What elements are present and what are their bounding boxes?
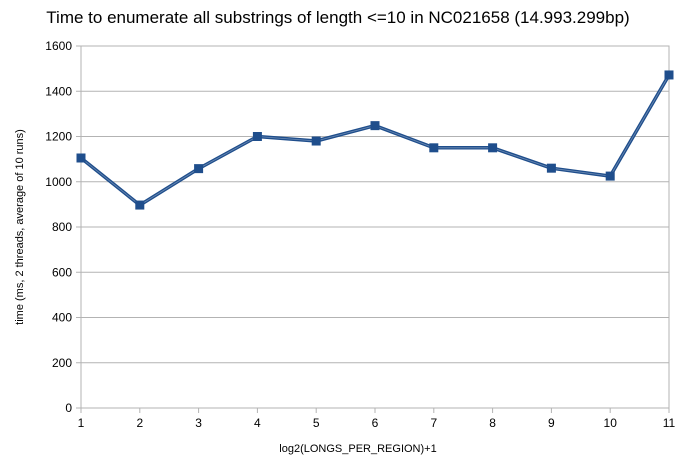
x-tick-label: 9 xyxy=(548,416,555,430)
data-point-marker xyxy=(488,143,498,153)
x-tick-label: 8 xyxy=(489,416,496,430)
x-tick-label: 6 xyxy=(372,416,379,430)
y-axis-ticks: 0 200 400 600 800 1000 1200 1400 1600 xyxy=(45,39,81,415)
x-tick-label: 1 xyxy=(78,416,85,430)
y-tick-label: 1000 xyxy=(45,175,72,189)
x-tick-label: 10 xyxy=(604,416,618,430)
data-point-marker xyxy=(76,153,86,163)
x-tick-label: 2 xyxy=(136,416,143,430)
x-tick-label: 4 xyxy=(254,416,261,430)
data-point-marker xyxy=(252,132,262,141)
y-tick-label: 1200 xyxy=(45,130,72,144)
data-point-marker xyxy=(429,143,439,153)
y-tick-label: 200 xyxy=(52,356,72,370)
series-markers xyxy=(76,70,674,210)
y-axis-label: time (ms, 2 threads, average of 10 runs) xyxy=(14,129,26,325)
y-tick-label: 400 xyxy=(52,311,72,325)
y-tick-label: 1400 xyxy=(45,84,72,98)
y-tick-label: 1600 xyxy=(45,39,72,53)
series-line-path xyxy=(79,74,671,207)
y-tick-label: 800 xyxy=(52,220,72,234)
data-point-marker xyxy=(664,70,674,80)
series-line xyxy=(79,74,671,207)
data-point-marker xyxy=(311,136,321,146)
grid-lines xyxy=(81,45,669,409)
y-tick-label: 0 xyxy=(65,401,72,415)
x-tick-label: 3 xyxy=(195,416,202,430)
chart-title: Time to enumerate all substrings of leng… xyxy=(46,8,629,27)
data-point-marker xyxy=(546,163,556,173)
y-tick-label: 600 xyxy=(52,265,72,279)
x-axis-ticks: 1 2 3 4 5 6 7 8 9 10 11 xyxy=(78,408,676,430)
x-tick-label: 7 xyxy=(430,416,437,430)
data-point-marker xyxy=(194,164,204,174)
x-tick-label: 5 xyxy=(313,416,320,430)
data-point-marker xyxy=(605,171,615,181)
x-axis-label: log2(LONGS_PER_REGION)+1 xyxy=(279,443,436,455)
data-point-marker xyxy=(135,200,145,210)
data-point-marker xyxy=(370,121,380,131)
x-tick-label: 11 xyxy=(663,416,676,430)
